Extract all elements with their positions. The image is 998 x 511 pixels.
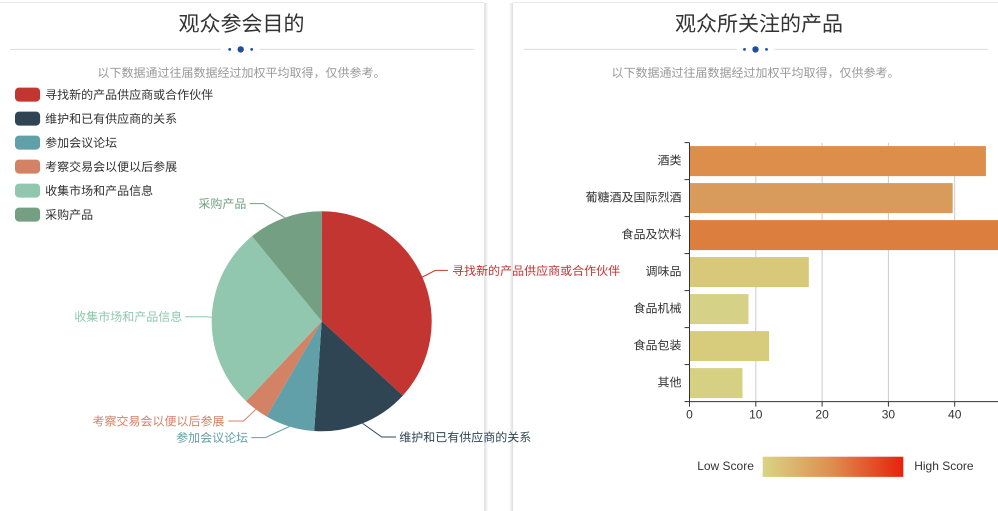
svg-text:Low Score: Low Score: [697, 457, 754, 474]
svg-text:维护和已有供应商的关系: 维护和已有供应商的关系: [45, 110, 177, 127]
svg-text:参加会议论坛: 参加会议论坛: [176, 429, 248, 446]
svg-text:10: 10: [749, 406, 763, 423]
svg-text:调味品: 调味品: [645, 262, 681, 279]
svg-text:维护和已有供应商的关系: 维护和已有供应商的关系: [399, 429, 531, 446]
svg-text:30: 30: [882, 406, 896, 423]
svg-text:考察交易会以便以后参展: 考察交易会以便以后参展: [92, 413, 224, 430]
svg-text:食品及饮料: 食品及饮料: [621, 225, 681, 242]
svg-text:0: 0: [686, 406, 693, 423]
svg-text:考察交易会以便以后参展: 考察交易会以便以后参展: [45, 158, 177, 175]
svg-text:High Score: High Score: [914, 457, 974, 474]
svg-text:以下数据通过往届数据经过加权平均取得，仅供参考。: 以下数据通过往届数据经过加权平均取得，仅供参考。: [97, 64, 385, 81]
svg-text:观众所关注的产品: 观众所关注的产品: [675, 8, 843, 38]
svg-text:采购产品: 采购产品: [198, 195, 246, 212]
svg-text:20: 20: [815, 406, 829, 423]
svg-text:观众参会目的: 观众参会目的: [179, 8, 305, 38]
svg-text:参加会议论坛: 参加会议论坛: [45, 134, 117, 151]
svg-text:以下数据通过往届数据经过加权平均取得，仅供参考。: 以下数据通过往届数据经过加权平均取得，仅供参考。: [611, 64, 899, 81]
svg-text:食品机械: 食品机械: [633, 299, 681, 316]
svg-text:其他: 其他: [657, 373, 681, 390]
svg-text:寻找新的产品供应商或合作伙伴: 寻找新的产品供应商或合作伙伴: [452, 262, 620, 279]
svg-text:40: 40: [948, 406, 962, 423]
svg-text:食品包装: 食品包装: [633, 336, 681, 353]
svg-text:酒类: 酒类: [657, 151, 681, 168]
svg-text:采购产品: 采购产品: [45, 206, 93, 223]
svg-text:寻找新的产品供应商或合作伙伴: 寻找新的产品供应商或合作伙伴: [45, 86, 213, 103]
svg-text:葡糖酒及国际烈酒: 葡糖酒及国际烈酒: [585, 188, 681, 205]
svg-text:收集市场和产品信息: 收集市场和产品信息: [45, 182, 153, 199]
svg-text:收集市场和产品信息: 收集市场和产品信息: [74, 308, 182, 325]
